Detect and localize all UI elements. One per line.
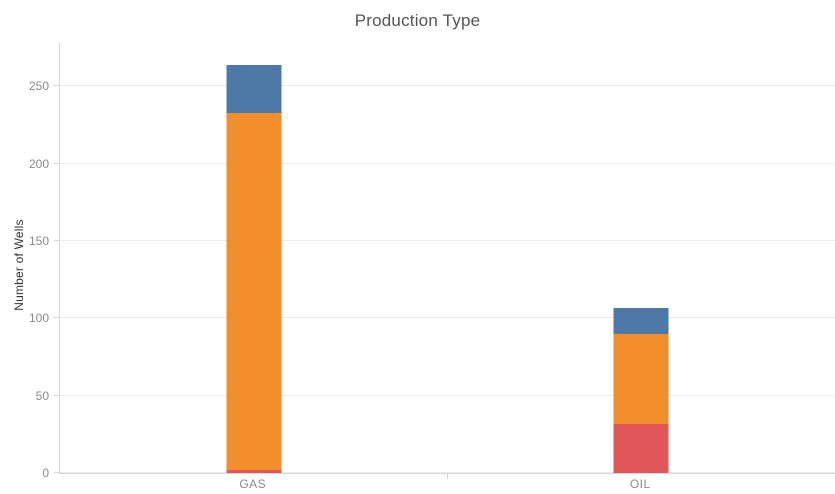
bar-segment-orange-gas[interactable] (226, 112, 282, 470)
x-boundary-tick (446, 474, 448, 479)
bar-segment-blue-gas[interactable] (226, 64, 282, 113)
bar-segment-red-gas[interactable] (226, 469, 282, 473)
y-tick-label: 100 (28, 311, 49, 326)
chart-title: Production Type (354, 11, 481, 30)
y-tick-mark (54, 162, 59, 164)
bar-column-oil (448, 43, 835, 473)
y-tick-mark (54, 317, 59, 319)
bar-segment-orange-oil[interactable] (613, 333, 669, 424)
gridline (60, 240, 835, 241)
y-tick-label: 50 (35, 388, 49, 403)
x-tick-label-oil[interactable]: OIL (629, 477, 651, 491)
bar-segment-red-oil[interactable] (613, 423, 669, 473)
bar-column-gas (60, 43, 448, 473)
plot-area (59, 43, 835, 474)
y-tick-label: 200 (28, 156, 49, 171)
y-tick-mark (54, 394, 59, 396)
y-tick-mark (54, 472, 59, 473)
gridline (60, 317, 835, 319)
gridline (60, 472, 835, 473)
bar-segment-blue-oil[interactable] (613, 307, 669, 334)
y-axis: 0 50 100 150 200 250 (0, 43, 59, 480)
x-axis: GAS OIL (59, 474, 834, 494)
y-tick-label: 250 (28, 79, 49, 94)
gridline (60, 394, 835, 396)
y-tick-label: 0 (42, 466, 49, 480)
y-tick-label: 150 (28, 234, 49, 248)
x-tick-label-gas[interactable]: GAS (239, 477, 267, 491)
gridline (60, 162, 835, 164)
y-tick-mark (54, 240, 59, 241)
y-tick-mark (54, 85, 59, 87)
gridline (60, 85, 835, 87)
